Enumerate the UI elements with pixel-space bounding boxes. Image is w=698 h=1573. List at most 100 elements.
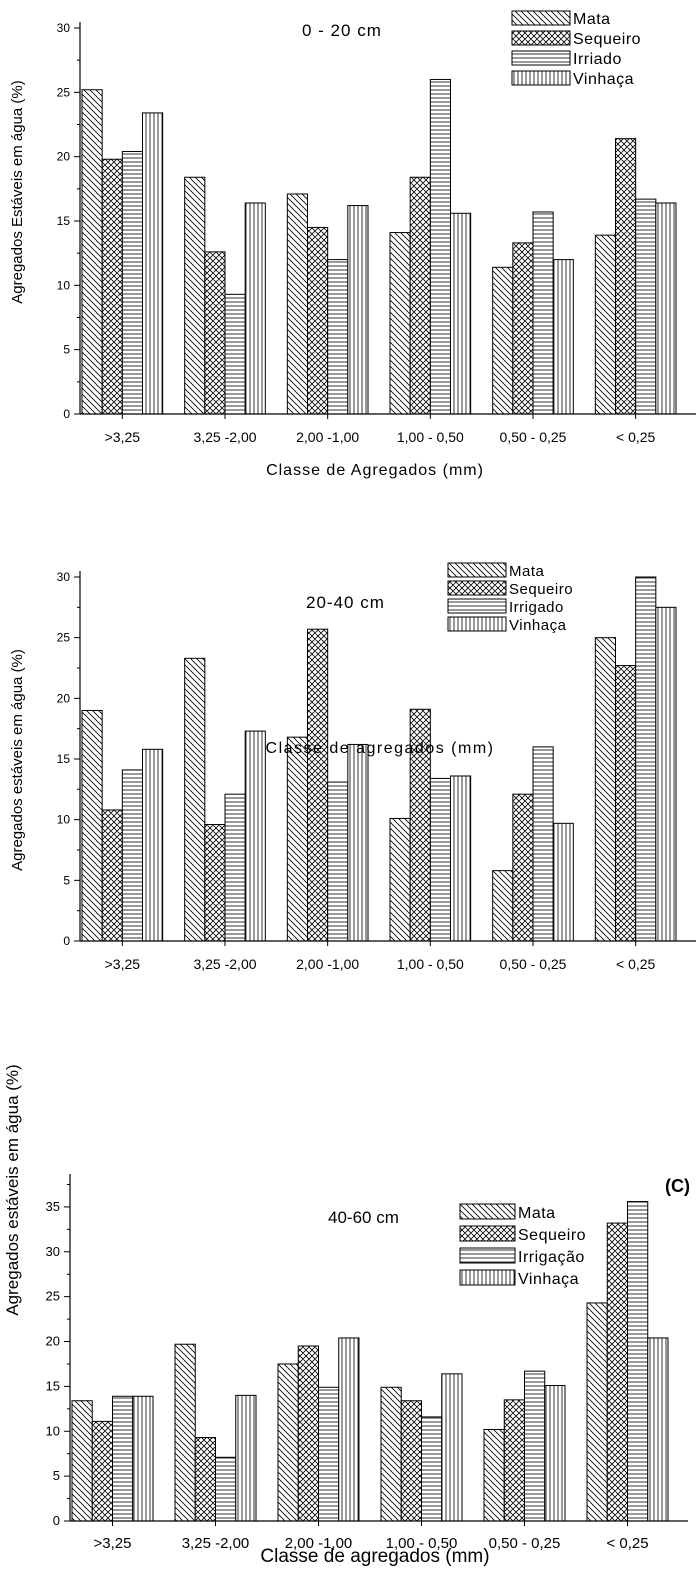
y-tick-label: 20 [57,150,71,164]
y-axis-label: Agregados Estáveis em água (%) [9,80,26,303]
bar-vinhaça-5 [552,259,574,415]
x-tick-label: 1,00 - 0,50 [397,956,464,972]
x-tick-label: < 0,25 [616,429,656,445]
bar-sequeiro-2 [204,824,226,942]
legend-swatch-sequeiro [459,1225,516,1242]
bar-mata-3 [277,1363,299,1522]
legend-swatch-vinhaça [447,616,507,632]
bar-vinhaça-2 [235,1394,257,1522]
legend-label: Mata [573,11,611,28]
y-tick-label: 15 [46,1378,60,1393]
bar-mata-4 [389,817,411,942]
bar-sequeiro-1 [101,809,123,942]
y-tick-label: 25 [57,85,71,99]
legend-label: Sequeiro [573,31,641,48]
bar-irriado-6 [635,198,657,415]
bar-vinhaça-1 [142,748,164,942]
bar-vinhaça-4 [450,775,472,942]
legend-swatch-vinhaça [511,70,571,86]
bar-mata-6 [594,234,616,415]
axes-group: >3,25 3,25 -2,00 2,00 -1,00 1,00 - 0,50 0,50… [57,21,696,445]
legend: Mata Sequeiro Irrigação Vinhaça [459,1203,586,1288]
bar-sequeiro-5 [503,1399,525,1522]
y-tick-label: 25 [46,1289,60,1304]
x-tick-label: 3,25 -2,00 [193,956,256,972]
bar-vinhaça-4 [450,212,472,415]
y-axis-label: Agregados estáveis em água (%) [9,649,26,871]
bar-mata-2 [184,176,206,415]
bar-sequeiro-2 [194,1437,216,1522]
y-tick-label: 20 [57,691,71,705]
bar-irriado-1 [121,151,144,415]
bar-mata-2 [174,1343,196,1522]
legend-label: Sequeiro [518,1227,586,1244]
legend-label: Mata [509,563,545,580]
legend-label: Vinhaça [518,1271,579,1288]
bar-sequeiro-5 [512,793,534,942]
bar-vinhaça-6 [655,606,677,942]
bar-mata-6 [586,1302,608,1522]
bar-vinhaça-4 [441,1373,463,1522]
chart-panel-2: >3,25 3,25 -2,00 2,00 -1,00 1,00 - 0,50 0,50… [9,562,696,972]
chart-panel-3: >3,25 3,25 -2,00 2,00 -1,00 1,00 - 0,50 0,50… [3,1064,690,1567]
bar-vinhaça-2 [244,730,266,942]
bar-irrigado-3 [327,781,349,942]
panel-tag: (C) [665,1176,690,1196]
bar-vinhaça-3 [347,743,369,942]
x-tick-label: >3,25 [105,956,141,972]
x-axis-label: Classe de agregados (mm) [266,740,495,757]
legend-label: Irriado [573,51,622,68]
x-tick-label: 2,00 -1,00 [296,956,359,972]
y-tick-label: 0 [53,1513,60,1528]
legend-swatch-irrigação [459,1247,516,1264]
bar-vinhaça-5 [552,822,574,942]
depth-label: 0 - 20 cm [302,21,382,40]
y-tick-label: 35 [46,1199,60,1214]
bar-mata-1 [81,89,103,415]
x-tick-label: 3,25 -2,00 [193,429,256,445]
bar-sequeiro-6 [606,1222,628,1522]
x-axis-label: Classe de Agregados (mm) [266,462,484,479]
x-axis-label: Classe de agregados (mm) [260,1546,489,1567]
axes-group: >3,25 3,25 -2,00 2,00 -1,00 1,00 - 0,50 0,50… [57,570,696,972]
y-tick-label: 0 [63,934,70,948]
bars-group [81,78,677,415]
bar-sequeiro-6 [615,138,637,415]
legend-swatch-mata [511,10,571,26]
bar-sequeiro-5 [512,242,534,415]
bar-mata-6 [594,637,616,942]
legend-swatch-mata [459,1203,516,1220]
x-tick-label: 3,25 -2,00 [182,1535,250,1552]
bars-group [81,576,677,942]
y-tick-label: 10 [46,1423,60,1438]
y-tick-label: 15 [57,214,71,228]
x-tick-label: 1,00 - 0,50 [397,429,464,445]
legend-swatch-sequeiro [511,30,571,46]
x-tick-label: 1,00 - 0,50 [386,1535,458,1552]
bar-mata-3 [286,736,309,942]
y-tick-label: 25 [57,631,71,645]
bar-vinhaça-6 [647,1337,669,1522]
legend-swatch-sequeiro [447,580,507,596]
x-tick-label: 2,00 -1,00 [296,429,359,445]
bar-sequeiro-3 [307,226,329,415]
bar-irriado-5 [532,211,554,415]
bar-mata-4 [380,1386,402,1522]
bar-mata-2 [184,657,206,942]
legend-swatch-irrigado [447,598,507,614]
x-tick-label: 2,00 -1,00 [285,1535,353,1552]
bar-irriado-2 [224,293,246,415]
bar-sequeiro-3 [297,1345,319,1522]
bar-irrigação-6 [627,1201,649,1522]
x-tick-label: < 0,25 [606,1535,648,1552]
bar-irriado-4 [429,78,452,415]
legend-label: Irrigado [509,599,564,616]
legend-label: Vinhaça [509,617,567,634]
bar-irrigação-5 [524,1370,546,1522]
y-tick-label: 30 [57,570,71,584]
bar-irrigado-2 [224,793,246,942]
bar-sequeiro-2 [204,251,226,415]
bar-irrigado-4 [429,777,452,942]
bar-irrigação-4 [421,1416,443,1522]
